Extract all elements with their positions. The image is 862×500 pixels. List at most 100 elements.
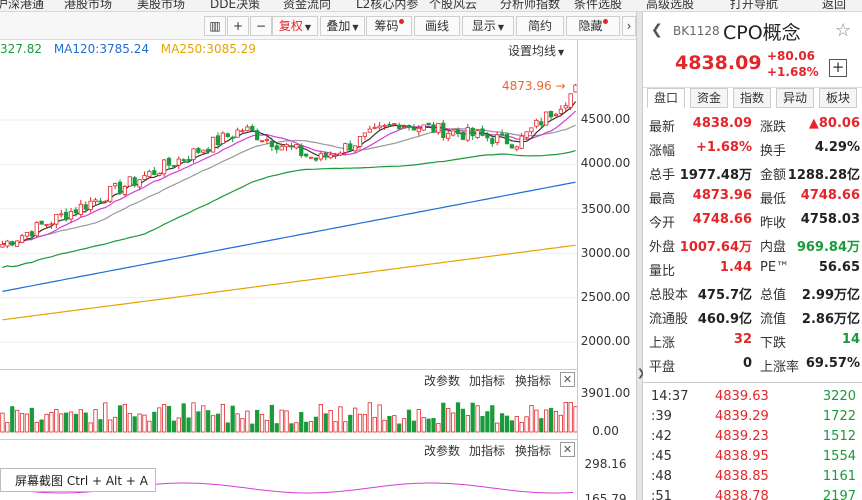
nav-hk-connect[interactable]: 沪深港通 [0,0,45,11]
favorite-star-icon[interactable]: ☆ [835,20,852,41]
macd-switch-indicator-button[interactable]: 换指标 [515,444,552,458]
quote-row: 外盘 1007.64万 内盘 969.84万 [647,233,860,255]
chevron-left-icon[interactable]: ❮ [651,22,663,38]
nav-dde[interactable]: DDE决策 [210,0,261,11]
trade-price: 4839.23 [715,429,769,444]
scroll-right-button[interactable]: › [622,16,636,36]
quote-header: ❮ BK1128 CPO概念 ☆ 4838.09 +80.06 +1.68% + [643,12,862,88]
volume-bar [220,404,225,433]
panel-splitter[interactable]: ❯ [636,12,646,500]
caret-down-icon: ▼ [352,23,359,32]
volume-bar [235,413,240,433]
candle-body [436,122,441,133]
volume-params-button[interactable]: 改参数 [424,374,461,388]
stat-value: 4838.09 [692,116,752,131]
nav-condition-select[interactable]: 条件选股 [574,0,623,11]
stat-label: 最低 [760,192,787,207]
volume-bar [137,413,142,433]
candle-body [539,121,544,126]
candle-body [220,132,225,144]
overlay-button[interactable]: 叠加 ▼ [320,16,365,36]
candle-body [245,126,250,131]
stat-label: 内盘 [760,240,787,255]
ma-settings-button[interactable]: 设置均线 ▼ [508,44,565,58]
stat-label: 今开 [649,216,676,231]
macd-params-button[interactable]: 改参数 [424,444,461,458]
hide-button[interactable]: 隐藏 [566,16,620,36]
volume-bar [450,412,456,433]
trade-volume: 1512 [822,429,856,444]
volume-bar [475,405,480,433]
quote-row: 涨幅 +1.68% 换手 4.29% [647,137,860,159]
kline-chart[interactable]: 327.82 MA120:3785.24 MA250:3085.29 设置均线 ▼… [0,40,636,500]
chip-button[interactable]: 筹码 [366,16,412,36]
trade-time: :45 [651,449,672,464]
volume-bar [196,411,201,433]
tab-anomaly[interactable]: 异动 [776,88,814,108]
trade-row: :39 4839.29 1722 [643,407,862,428]
tab-index[interactable]: 指数 [733,88,771,108]
ma10-line [2,110,577,246]
volume-bar [397,423,402,433]
candle-body [343,143,348,153]
volume-bar [367,402,372,433]
nav-fund-flow[interactable]: 资金流向 [283,0,332,11]
nav-advanced-select[interactable]: 高级选股 [646,0,695,11]
macd-add-indicator-button[interactable]: 加指标 [469,444,506,458]
candle-body [548,111,554,118]
candle-body [201,149,206,153]
nav-stock-news[interactable]: 个股风云 [429,0,478,11]
volume-bar [304,421,309,433]
volume-bar [176,417,181,433]
stat-label: 涨幅 [649,144,676,159]
tab-handicap[interactable]: 盘口 [647,88,685,108]
candle-body [372,126,377,129]
crosshair-button[interactable]: ▥ [204,16,226,36]
collapse-arrow-icon[interactable]: ❯ [637,368,646,379]
candle-body [485,134,490,139]
price-tick: 4500.00 [580,112,631,126]
nav-us-market[interactable]: 美股市场 [137,0,186,11]
trade-row: :48 4838.85 1161 [643,467,862,488]
draw-line-button[interactable]: 画线 [414,16,460,36]
volume-bar [49,411,54,433]
volume-close-icon[interactable]: ✕ [560,372,575,387]
volume-bar [465,415,470,433]
stat-value: 32 [733,332,752,347]
nav-analyst-index[interactable]: 分析师指数 [500,0,561,11]
candle-body [480,128,485,136]
volume-bar [431,418,436,433]
tab-funds[interactable]: 资金 [690,88,728,108]
candle-body [10,241,15,246]
candle-body [83,204,88,210]
candle-body [421,124,426,131]
volume-bar [255,409,260,433]
macd-close-icon[interactable]: ✕ [560,442,575,457]
tab-sector[interactable]: 板块 [819,88,857,108]
candle-body [514,146,519,150]
candle-body [269,140,274,148]
volume-bar [127,412,132,433]
nav-l2[interactable]: L2核心内参 [356,0,419,11]
nav-back[interactable]: 返回 [822,0,847,11]
volume-panel-header: 改参数 加指标 换指标 ✕ [0,369,578,389]
zoom-in-button[interactable]: + [227,16,249,36]
quote-row: 最高 4873.96 最低 4748.66 [647,185,860,207]
add-watchlist-button[interactable]: + [829,59,847,77]
volume-bar [259,414,265,433]
volume-bar [132,416,137,433]
volume-bar [181,403,186,433]
adjust-price-button[interactable]: 复权 ▼ [272,16,318,36]
display-button[interactable]: 显示 ▼ [462,16,514,36]
price-tick: 2500.00 [580,290,631,304]
volume-bar [499,413,505,433]
volume-switch-indicator-button[interactable]: 换指标 [515,374,552,388]
trade-time: :42 [651,429,672,444]
volume-bar [5,422,10,433]
nav-hk-market[interactable]: 港股市场 [64,0,113,11]
zoom-out-button[interactable]: − [250,16,272,36]
nav-open-navigation[interactable]: 打开导航 [730,0,779,11]
candle-body [446,132,451,139]
simple-mode-button[interactable]: 简约 [516,16,564,36]
volume-add-indicator-button[interactable]: 加指标 [469,374,506,388]
